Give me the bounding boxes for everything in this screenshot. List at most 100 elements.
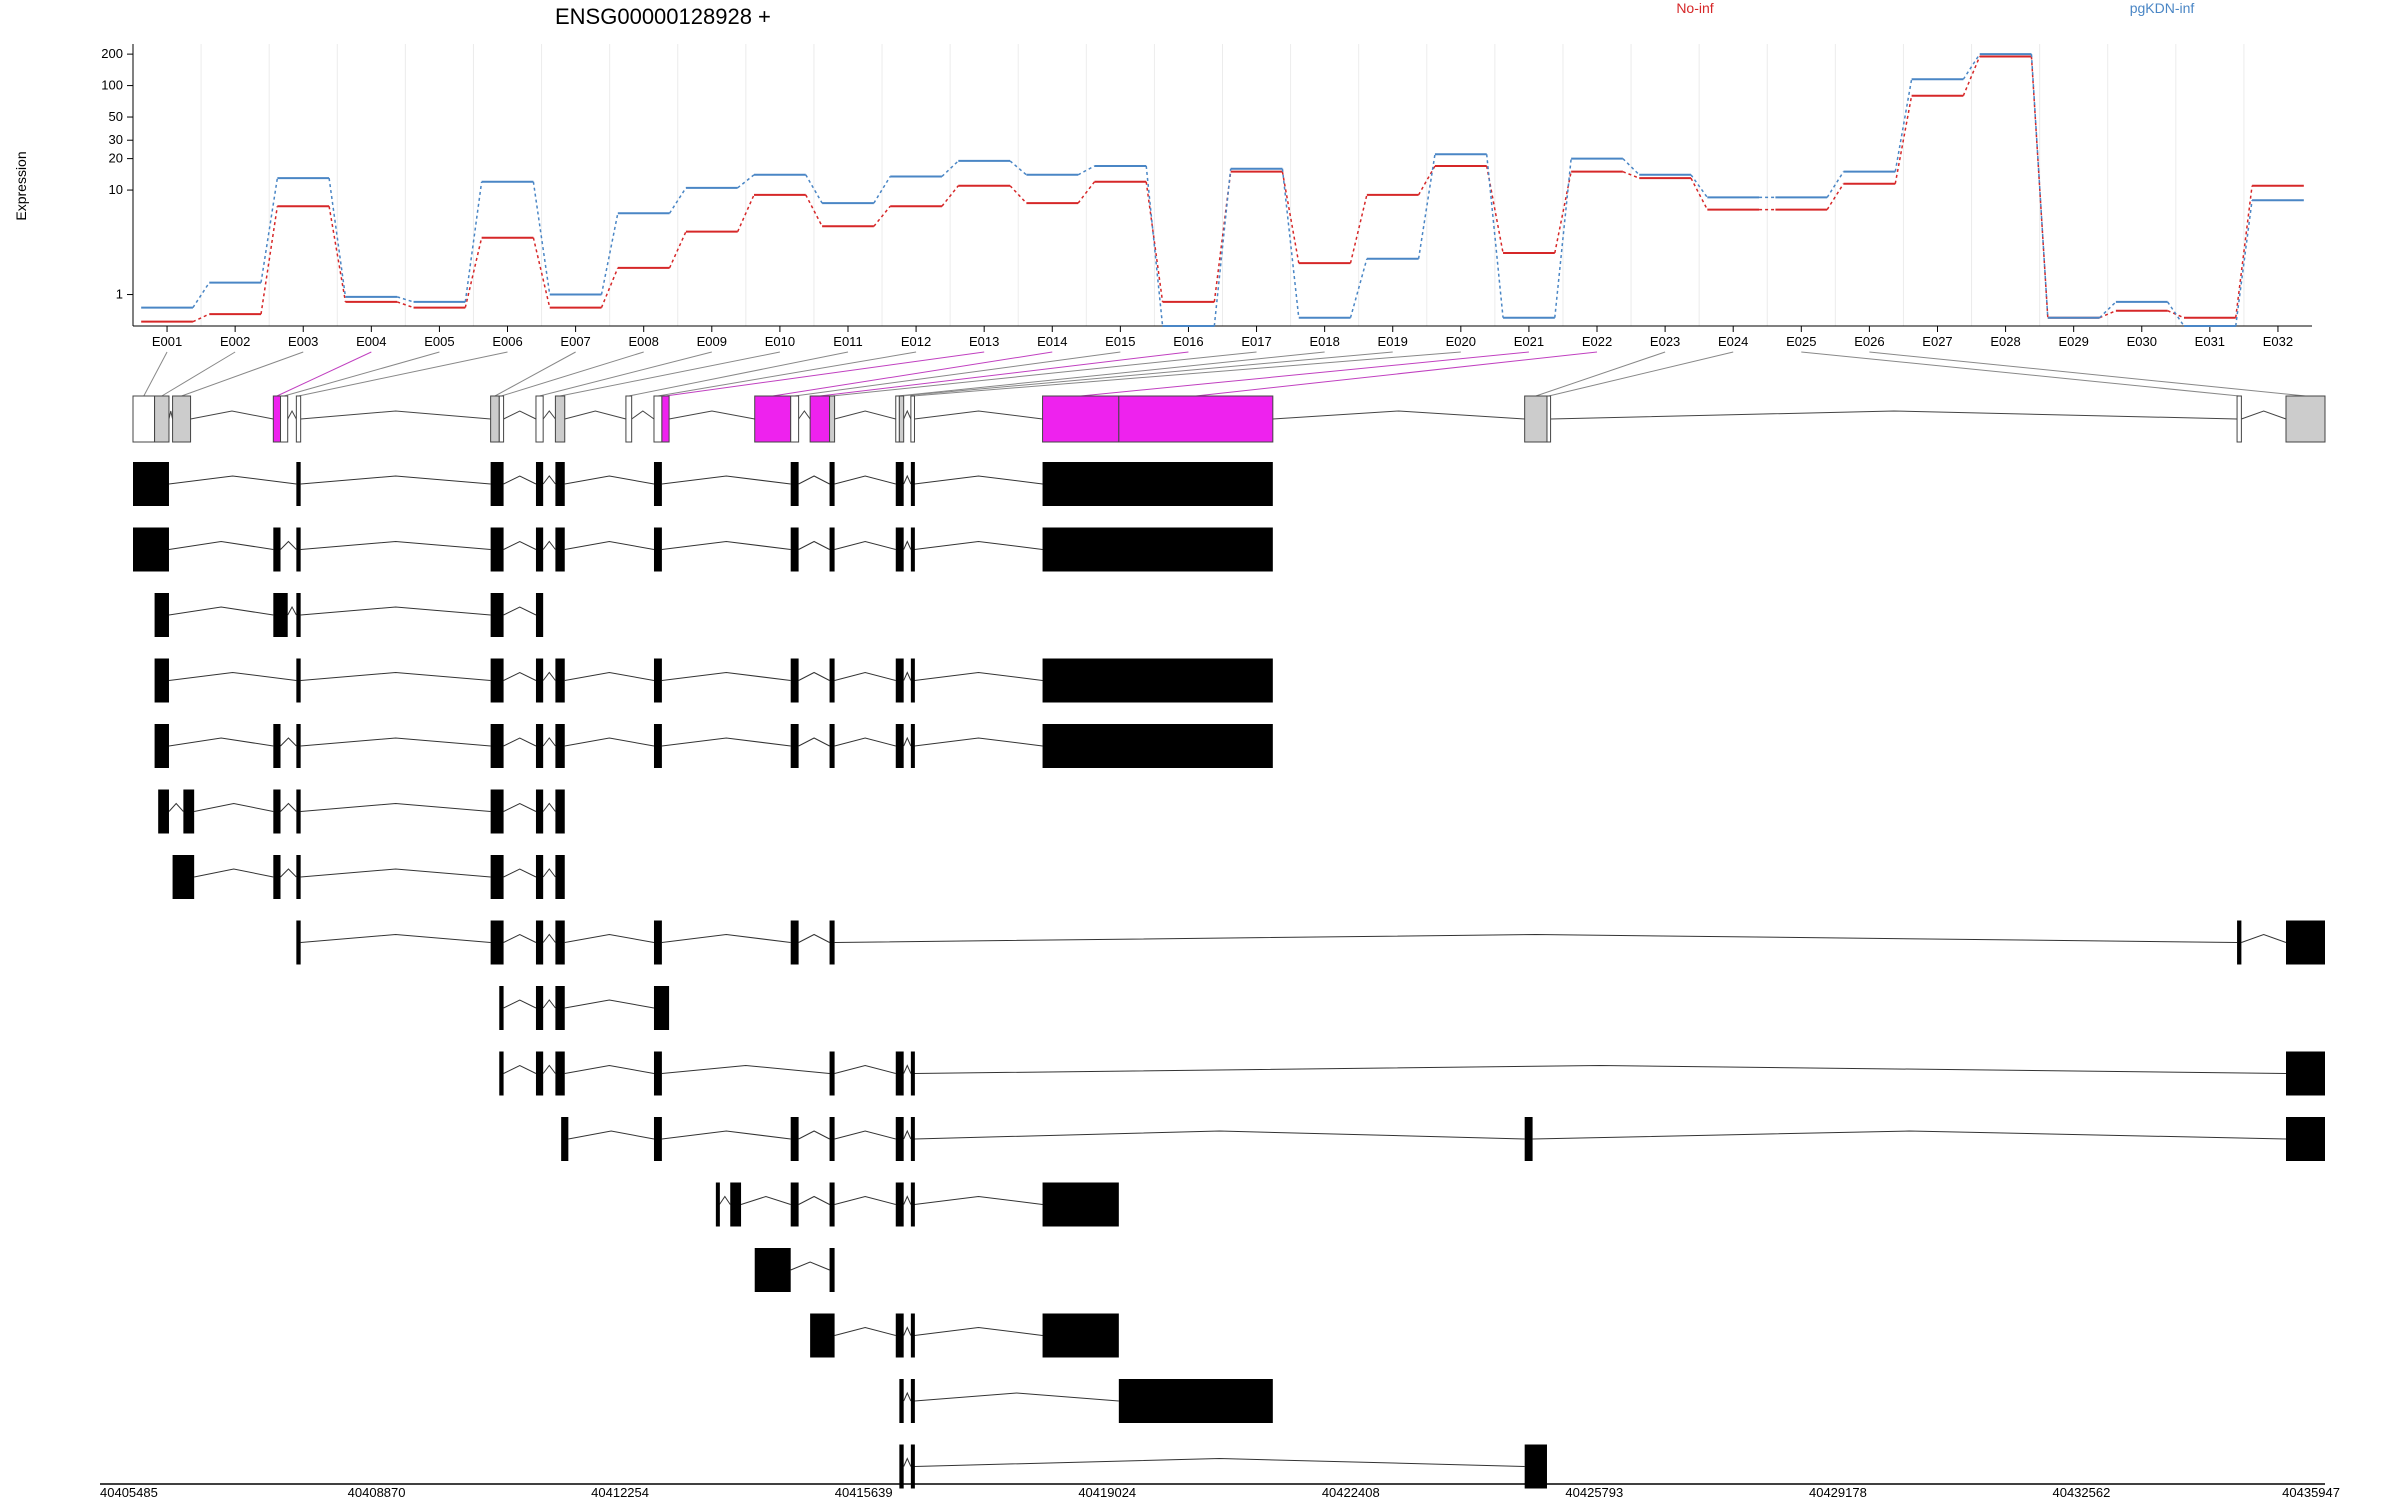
transcript-exon <box>172 855 195 899</box>
exon-connector <box>283 351 440 397</box>
connector-line <box>668 187 687 214</box>
transcript-8 <box>296 920 2325 965</box>
intron <box>914 1326 1043 1336</box>
connector-line <box>396 301 414 309</box>
transcript-exon <box>158 789 169 834</box>
intron <box>903 540 912 550</box>
transcript-exon <box>910 1182 915 1227</box>
exon-label: E002 <box>220 334 250 349</box>
y-axis: 1 10 20 30 50 100 200 <box>101 44 134 326</box>
exon-label: E030 <box>2127 334 2157 349</box>
transcript-exon <box>810 1313 835 1358</box>
transcript-exon <box>653 1117 662 1161</box>
y-tick-label: 10 <box>109 182 123 197</box>
intron <box>914 671 1043 681</box>
intron <box>914 737 1043 747</box>
exon-connector <box>298 351 508 397</box>
connector-line <box>1145 181 1164 303</box>
intron <box>834 933 2238 943</box>
transcript-exon <box>1524 1117 1533 1161</box>
intron <box>542 540 556 550</box>
exon-label: E014 <box>1037 334 1067 349</box>
intron <box>903 1064 912 1074</box>
transcript-exon <box>1042 658 1273 703</box>
connector-line <box>2099 310 2117 319</box>
intron <box>564 933 655 943</box>
transcript-7 <box>172 855 565 899</box>
transcript-exon <box>895 724 904 768</box>
intron <box>568 1130 655 1140</box>
intron <box>903 1457 912 1467</box>
intron <box>661 540 791 550</box>
exon-label: E018 <box>1309 334 1339 349</box>
intron <box>914 540 1043 550</box>
connector-line <box>1077 181 1096 204</box>
transcript-13 <box>754 1248 835 1292</box>
model-exon-E003 <box>172 395 192 443</box>
intron <box>300 671 491 681</box>
exon-connector <box>1195 351 1598 397</box>
exon-connector <box>665 351 985 397</box>
model-exon-E018 <box>895 395 900 443</box>
exon-label: E032 <box>2263 334 2293 349</box>
intron <box>280 540 297 550</box>
transcript-exon <box>273 527 281 572</box>
exon-connector <box>501 351 644 397</box>
exon-label: E021 <box>1514 334 1544 349</box>
connector-line <box>736 194 755 232</box>
transcript-exon <box>790 527 799 572</box>
connector-line <box>941 160 959 177</box>
exon-connector <box>539 351 712 397</box>
transcript-exon <box>895 1117 904 1161</box>
y-tick-label: 200 <box>101 46 123 61</box>
intron <box>564 475 655 485</box>
model-exon-E023 <box>1524 395 1548 443</box>
intron <box>903 671 912 681</box>
transcript-exon <box>790 658 799 703</box>
intron <box>503 410 537 420</box>
intron <box>914 1130 1525 1140</box>
intron <box>834 671 896 681</box>
legend-no-inf: No-inf <box>1676 0 1713 16</box>
model-exon-E024 <box>1546 395 1552 443</box>
connector-line <box>1826 171 1845 198</box>
transcript-15 <box>899 1379 1273 1423</box>
intron <box>834 1195 896 1205</box>
transcript-exon <box>829 920 835 965</box>
intron <box>503 933 537 943</box>
connector-line <box>1145 165 1164 327</box>
exon-label: E001 <box>152 334 182 349</box>
transcript-exon <box>910 1379 915 1423</box>
series-1 <box>141 53 2304 327</box>
intron <box>503 671 537 681</box>
intron <box>834 737 896 747</box>
intron <box>300 475 491 485</box>
exon-label: E010 <box>765 334 795 349</box>
transcript-5 <box>154 724 1273 768</box>
intron <box>798 540 830 550</box>
connector-line <box>1962 53 1981 80</box>
model-exon-E002 <box>154 395 170 443</box>
chart-title: ENSG00000128928 + <box>555 4 771 29</box>
transcript-exon <box>829 1248 835 1292</box>
transcript-exon <box>653 658 662 703</box>
intron <box>194 868 274 878</box>
intron <box>280 868 297 878</box>
intron <box>790 1261 830 1271</box>
transcript-exon <box>899 1444 904 1489</box>
transcript-exon <box>653 527 662 572</box>
exon-label: E023 <box>1650 334 1680 349</box>
exon-connector <box>912 351 1461 397</box>
intron <box>631 410 655 420</box>
coordinate-label: 40408870 <box>348 1485 406 1500</box>
exon-connector <box>794 351 1121 397</box>
coordinate-label: 40429178 <box>1809 1485 1867 1500</box>
transcript-exon <box>910 1444 915 1489</box>
y-tick-label: 50 <box>109 109 123 124</box>
intron <box>168 410 174 420</box>
connector-line <box>260 206 279 315</box>
transcript-exon <box>490 855 504 899</box>
transcript-exon <box>790 724 799 768</box>
transcript-exon <box>910 1117 915 1161</box>
